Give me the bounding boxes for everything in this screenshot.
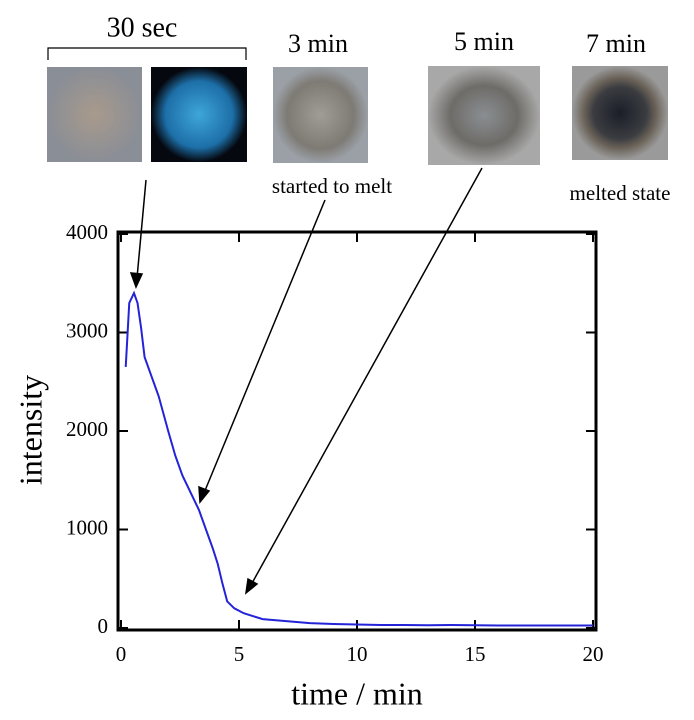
photo (428, 66, 540, 165)
bracket (48, 48, 246, 60)
y-tick-label: 0 (98, 614, 109, 638)
annotation: 5 min (454, 27, 514, 56)
annotation: 30 sec (107, 12, 178, 43)
x-tick-label: 15 (465, 642, 486, 666)
photo (572, 66, 668, 160)
y-tick-label: 2000 (66, 417, 108, 441)
annotation: 3 min (288, 29, 348, 58)
annotation: 7 min (586, 29, 646, 58)
chart: 30 sec 3 min 5 min 7 min started to melt… (0, 0, 694, 715)
photo (151, 67, 247, 162)
plot-frame (118, 232, 596, 630)
y-axis-label: intensity (12, 375, 48, 485)
y-tick-label: 1000 (66, 515, 108, 539)
annotation: melted state (570, 181, 671, 205)
x-tick-label: 10 (347, 642, 368, 666)
y-tick-label: 3000 (66, 318, 108, 342)
x-tick-label: 0 (116, 642, 127, 666)
x-tick-label: 5 (234, 642, 245, 666)
photo (273, 67, 368, 163)
y-tick-label: 4000 (66, 220, 108, 244)
photo (47, 67, 142, 162)
x-tick-label: 20 (583, 642, 604, 666)
annotation: started to melt (272, 174, 392, 198)
data-line (126, 293, 593, 625)
x-axis-label: time / min (291, 675, 423, 711)
